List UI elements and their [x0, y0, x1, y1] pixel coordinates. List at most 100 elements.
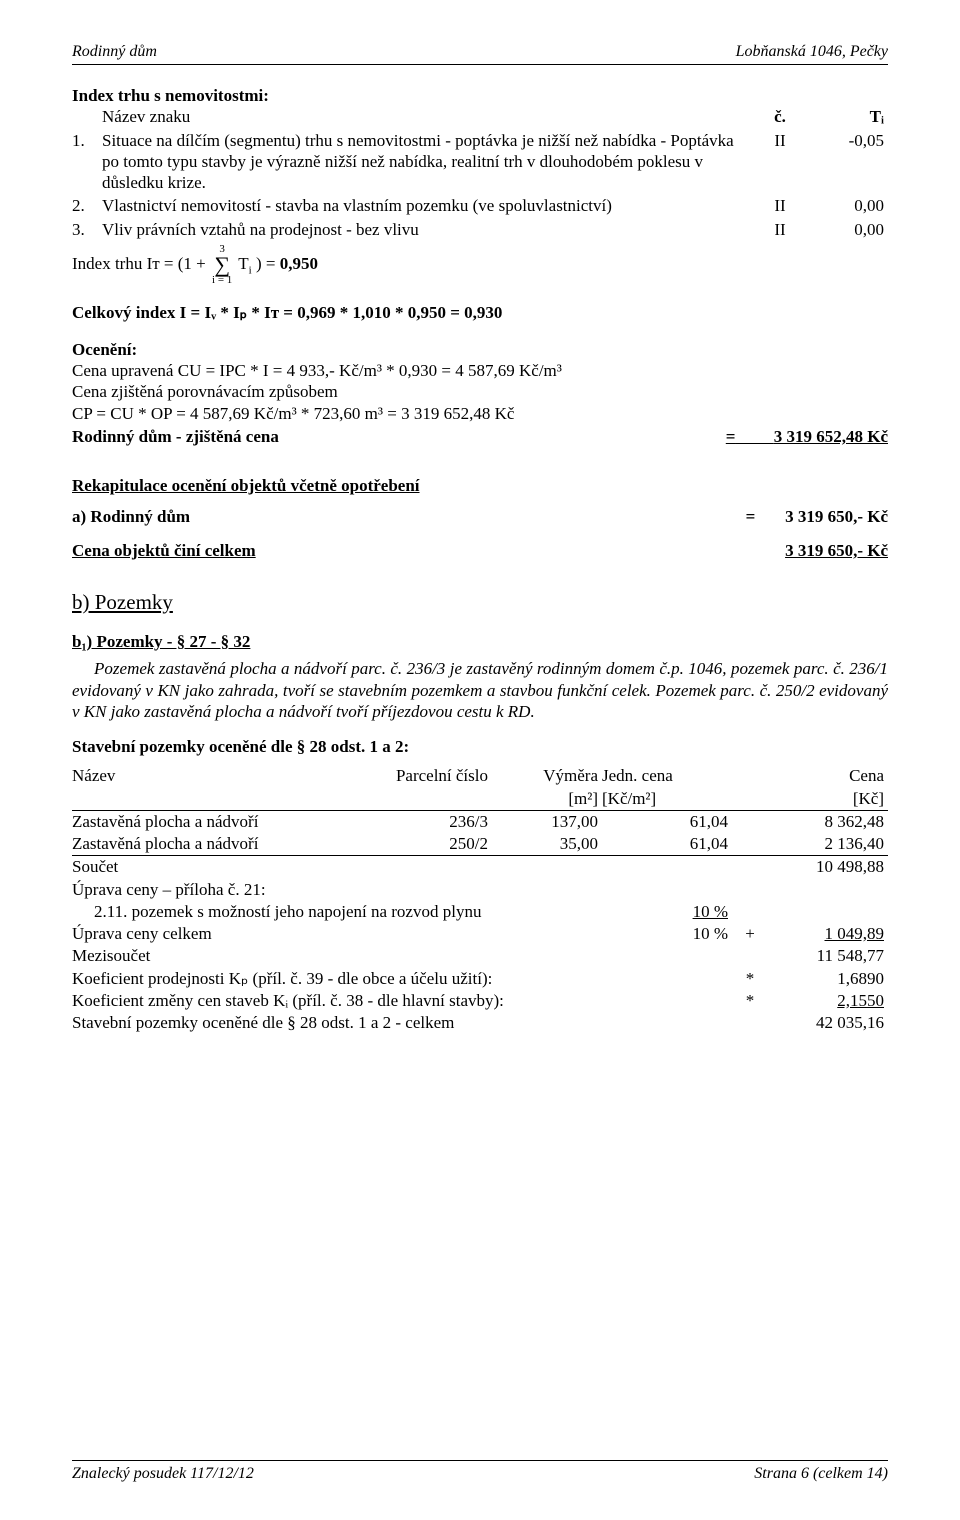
plus-icon: +: [732, 923, 772, 945]
row-class: II: [750, 195, 814, 218]
multiply-icon: *: [732, 968, 772, 990]
uprava-pct: 10 %: [602, 901, 732, 923]
cell-area: 35,00: [492, 833, 602, 856]
index-row: 1. Situace na dílčím (segmentu) trhu s n…: [72, 130, 888, 196]
oceneni-line: Cena zjištěná porovnávacím způsobem: [72, 381, 888, 402]
uprava-sum-label: Úprava ceny celkem: [72, 923, 602, 945]
index-col-class: č.: [750, 106, 814, 129]
row-number: 2.: [72, 195, 102, 218]
cell-unit-price: 61,04: [602, 833, 732, 856]
final-label: Rodinný dům - zjištěná cena: [72, 426, 279, 447]
kp-row: Koeficient prodejnosti Kₚ (příl. č. 39 -…: [72, 968, 888, 990]
equals-icon: =: [726, 427, 736, 446]
col-name: Název: [72, 765, 352, 787]
uprava-title: Úprava ceny – příloha č. 21:: [72, 879, 888, 901]
rekap-sum-label: Cena objektů činí celkem: [72, 540, 256, 561]
rekap-label: a) Rodinný dům: [72, 506, 190, 527]
row-text: Vliv právních vztahů na prodejnost - bez…: [102, 219, 750, 242]
uprava-sum-pct: 10 %: [602, 923, 732, 945]
uprava-sum-row: Úprava ceny celkem 10 % + 1 049,89: [72, 923, 888, 945]
index-col-value: Tᵢ: [814, 106, 888, 129]
kp-label: Koeficient prodejnosti Kₚ (příl. č. 39 -…: [72, 968, 732, 990]
equals-icon: =: [746, 507, 756, 526]
index-title: Index trhu s nemovitostmi:: [72, 85, 888, 106]
mezi-value: 11 548,77: [772, 945, 888, 967]
rekap-value: 3 319 650,- Kč: [785, 507, 888, 526]
rekap-sum: Cena objektů činí celkem 3 319 650,- Kč: [72, 540, 888, 561]
table-header-units: [m²] [Kč/m²] [Kč]: [72, 788, 888, 811]
oceneni-line: Cena upravená CU = IPC * I = 4 933,- Kč/…: [72, 360, 888, 381]
cell-area: 137,00: [492, 810, 602, 833]
index-row: 3. Vliv právních vztahů na prodejnost - …: [72, 219, 888, 242]
pozemky-paragraph: Pozemek zastavěná plocha a nádvoří parc.…: [72, 658, 888, 722]
pozemky-subtitle: Stavební pozemky oceněné dle § 28 odst. …: [72, 736, 888, 757]
ki-label: Koeficient změny cen staveb Kᵢ (příl. č.…: [72, 990, 732, 1012]
cell-parcel: 250/2: [352, 833, 492, 856]
index-col-name: Název znaku: [102, 106, 750, 129]
oceneni-line: CP = CU * OP = 4 587,69 Kč/m³ * 723,60 m…: [72, 403, 888, 424]
unit-price: [Kč/m²]: [602, 788, 732, 811]
col-unit-price: Jedn. cena: [602, 765, 732, 787]
cell-price: 2 136,40: [772, 833, 888, 856]
oceneni-final: Rodinný dům - zjištěná cena = 3 319 652,…: [72, 426, 888, 447]
ki-value: 2,1550: [772, 990, 888, 1012]
mezisoucet-row: Mezisoučet 11 548,77: [72, 945, 888, 967]
oceneni-title: Ocenění:: [72, 339, 888, 360]
page: Rodinný dům Lobňanská 1046, Pečky Index …: [0, 0, 960, 1520]
sum-lower: i = 1: [212, 275, 232, 286]
rekap-title: Rekapitulace ocenění objektů včetně opot…: [72, 475, 888, 496]
col-parcel: Parcelní číslo: [352, 765, 492, 787]
row-number: 1.: [72, 130, 102, 196]
uprava-text: 2.11. pozemek s možností jeho napojení n…: [72, 901, 602, 923]
table-header: Název Parcelní číslo Výměra Jedn. cena C…: [72, 765, 888, 787]
pozemky-final-value: 42 035,16: [772, 1012, 888, 1034]
sum-symbol: ∑: [212, 255, 232, 275]
row-text: Situace na dílčím (segmentu) trhu s nemo…: [102, 130, 750, 196]
sigma-icon: 3 ∑ i = 1: [212, 244, 232, 286]
cell-parcel: 236/3: [352, 810, 492, 833]
row-value: 0,00: [814, 195, 888, 218]
multiply-icon: *: [732, 990, 772, 1012]
index-row: 2. Vlastnictví nemovitostí - stavba na v…: [72, 195, 888, 218]
table-row: Zastavěná plocha a nádvoří 236/3 137,00 …: [72, 810, 888, 833]
row-class: II: [750, 219, 814, 242]
cell-unit-price: 61,04: [602, 810, 732, 833]
cell-price: 8 362,48: [772, 810, 888, 833]
pozemky-table: Název Parcelní číslo Výměra Jedn. cena C…: [72, 765, 888, 1034]
pozemky-subheading: b₁) Pozemky - § 27 - § 32: [72, 631, 888, 652]
row-value: -0,05: [814, 130, 888, 196]
header-right: Lobňanská 1046, Pečky: [736, 42, 888, 62]
celkovy-index: Celkový index I = Iᵥ * Iₚ * Iᴛ = 0,969 *…: [72, 302, 888, 323]
uprava-sum-value: 1 049,89: [772, 923, 888, 945]
final-value: 3 319 652,48 Kč: [774, 427, 888, 446]
footer-right: Strana 6 (celkem 14): [754, 1464, 888, 1484]
uprava-line-row: 2.11. pozemek s možností jeho napojení n…: [72, 901, 888, 923]
row-value: 0,00: [814, 219, 888, 242]
index-formula: Index trhu Iᴛ = (1 + 3 ∑ i = 1 Ti ) = 0,…: [72, 244, 888, 286]
unit-total: [Kč]: [772, 788, 888, 811]
mezi-label: Mezisoučet: [72, 945, 732, 967]
pozemky-final-label: Stavební pozemky oceněné dle § 28 odst. …: [72, 1012, 732, 1034]
cell-name: Zastavěná plocha a nádvoří: [72, 810, 352, 833]
ki-row: Koeficient změny cen staveb Kᵢ (příl. č.…: [72, 990, 888, 1012]
row-class: II: [750, 130, 814, 196]
kp-value: 1,6890: [772, 968, 888, 990]
row-number: 3.: [72, 219, 102, 242]
page-footer: Znalecký posudek 117/12/12 Strana 6 (cel…: [72, 1460, 888, 1484]
footer-left: Znalecký posudek 117/12/12: [72, 1464, 254, 1484]
col-price: Cena: [772, 765, 888, 787]
page-header: Rodinný dům Lobňanská 1046, Pečky: [72, 42, 888, 65]
soucet-label: Součet: [72, 856, 732, 879]
table-row: Zastavěná plocha a nádvoří 250/2 35,00 6…: [72, 833, 888, 856]
pozemky-heading: b) Pozemky: [72, 589, 888, 615]
rekap-row: a) Rodinný dům = 3 319 650,- Kč: [72, 506, 888, 527]
header-left: Rodinný dům: [72, 42, 157, 62]
rekap-sum-value: 3 319 650,- Kč: [785, 540, 888, 561]
soucet-value: 10 498,88: [772, 856, 888, 879]
pozemky-final-row: Stavební pozemky oceněné dle § 28 odst. …: [72, 1012, 888, 1034]
soucet-row: Součet 10 498,88: [72, 856, 888, 879]
col-area: Výměra: [492, 765, 602, 787]
formula-pre: Index trhu Iᴛ = (1 +: [72, 254, 206, 273]
index-table: Název znaku č. Tᵢ 1. Situace na dílčím (…: [72, 106, 888, 242]
uprava-title-row: Úprava ceny – příloha č. 21:: [72, 879, 888, 901]
